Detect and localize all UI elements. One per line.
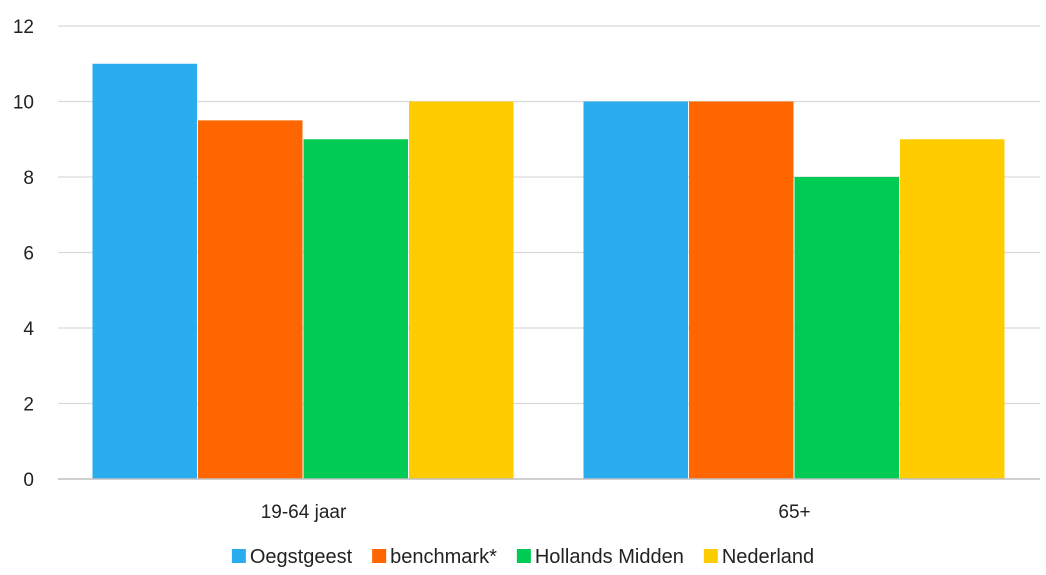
bar-hollands-midden-2	[794, 177, 899, 479]
bar-nederland-2	[900, 139, 1005, 479]
bar-benchmark-1	[198, 120, 303, 479]
legend-swatch	[703, 549, 718, 563]
category-label: 65+	[778, 502, 810, 523]
legend-swatch	[372, 549, 387, 563]
bar-oegstgeest-1	[92, 63, 197, 479]
y-tick-label: 4	[23, 319, 34, 340]
legend-swatch	[231, 549, 246, 563]
y-tick-label: 8	[23, 168, 34, 189]
y-tick-label: 10	[13, 93, 34, 114]
legend-label: Oegstgeest	[250, 546, 353, 568]
bar-oegstgeest-2	[583, 101, 688, 479]
y-tick-label: 12	[13, 17, 34, 38]
legend-label: Nederland	[722, 546, 814, 568]
bar-benchmark-2	[689, 101, 794, 479]
legend-label: Hollands Midden	[535, 546, 684, 568]
y-tick-label: 6	[23, 244, 34, 265]
category-label: 19-64 jaar	[261, 502, 347, 523]
legend-label: benchmark*	[390, 546, 497, 568]
bar-nederland-1	[409, 101, 514, 479]
bar-hollands-midden-1	[303, 139, 408, 479]
legend: Oegstgeest benchmark* Hollands Midden Neder…	[231, 546, 814, 568]
bars	[92, 63, 1005, 479]
y-axis-ticks: 0 2 4 6 8 10 12	[13, 17, 35, 491]
y-tick-label: 2	[23, 395, 34, 416]
category-labels: 19-64 jaar 65+	[261, 502, 811, 523]
y-tick-label: 0	[23, 470, 34, 491]
legend-swatch	[516, 549, 531, 563]
